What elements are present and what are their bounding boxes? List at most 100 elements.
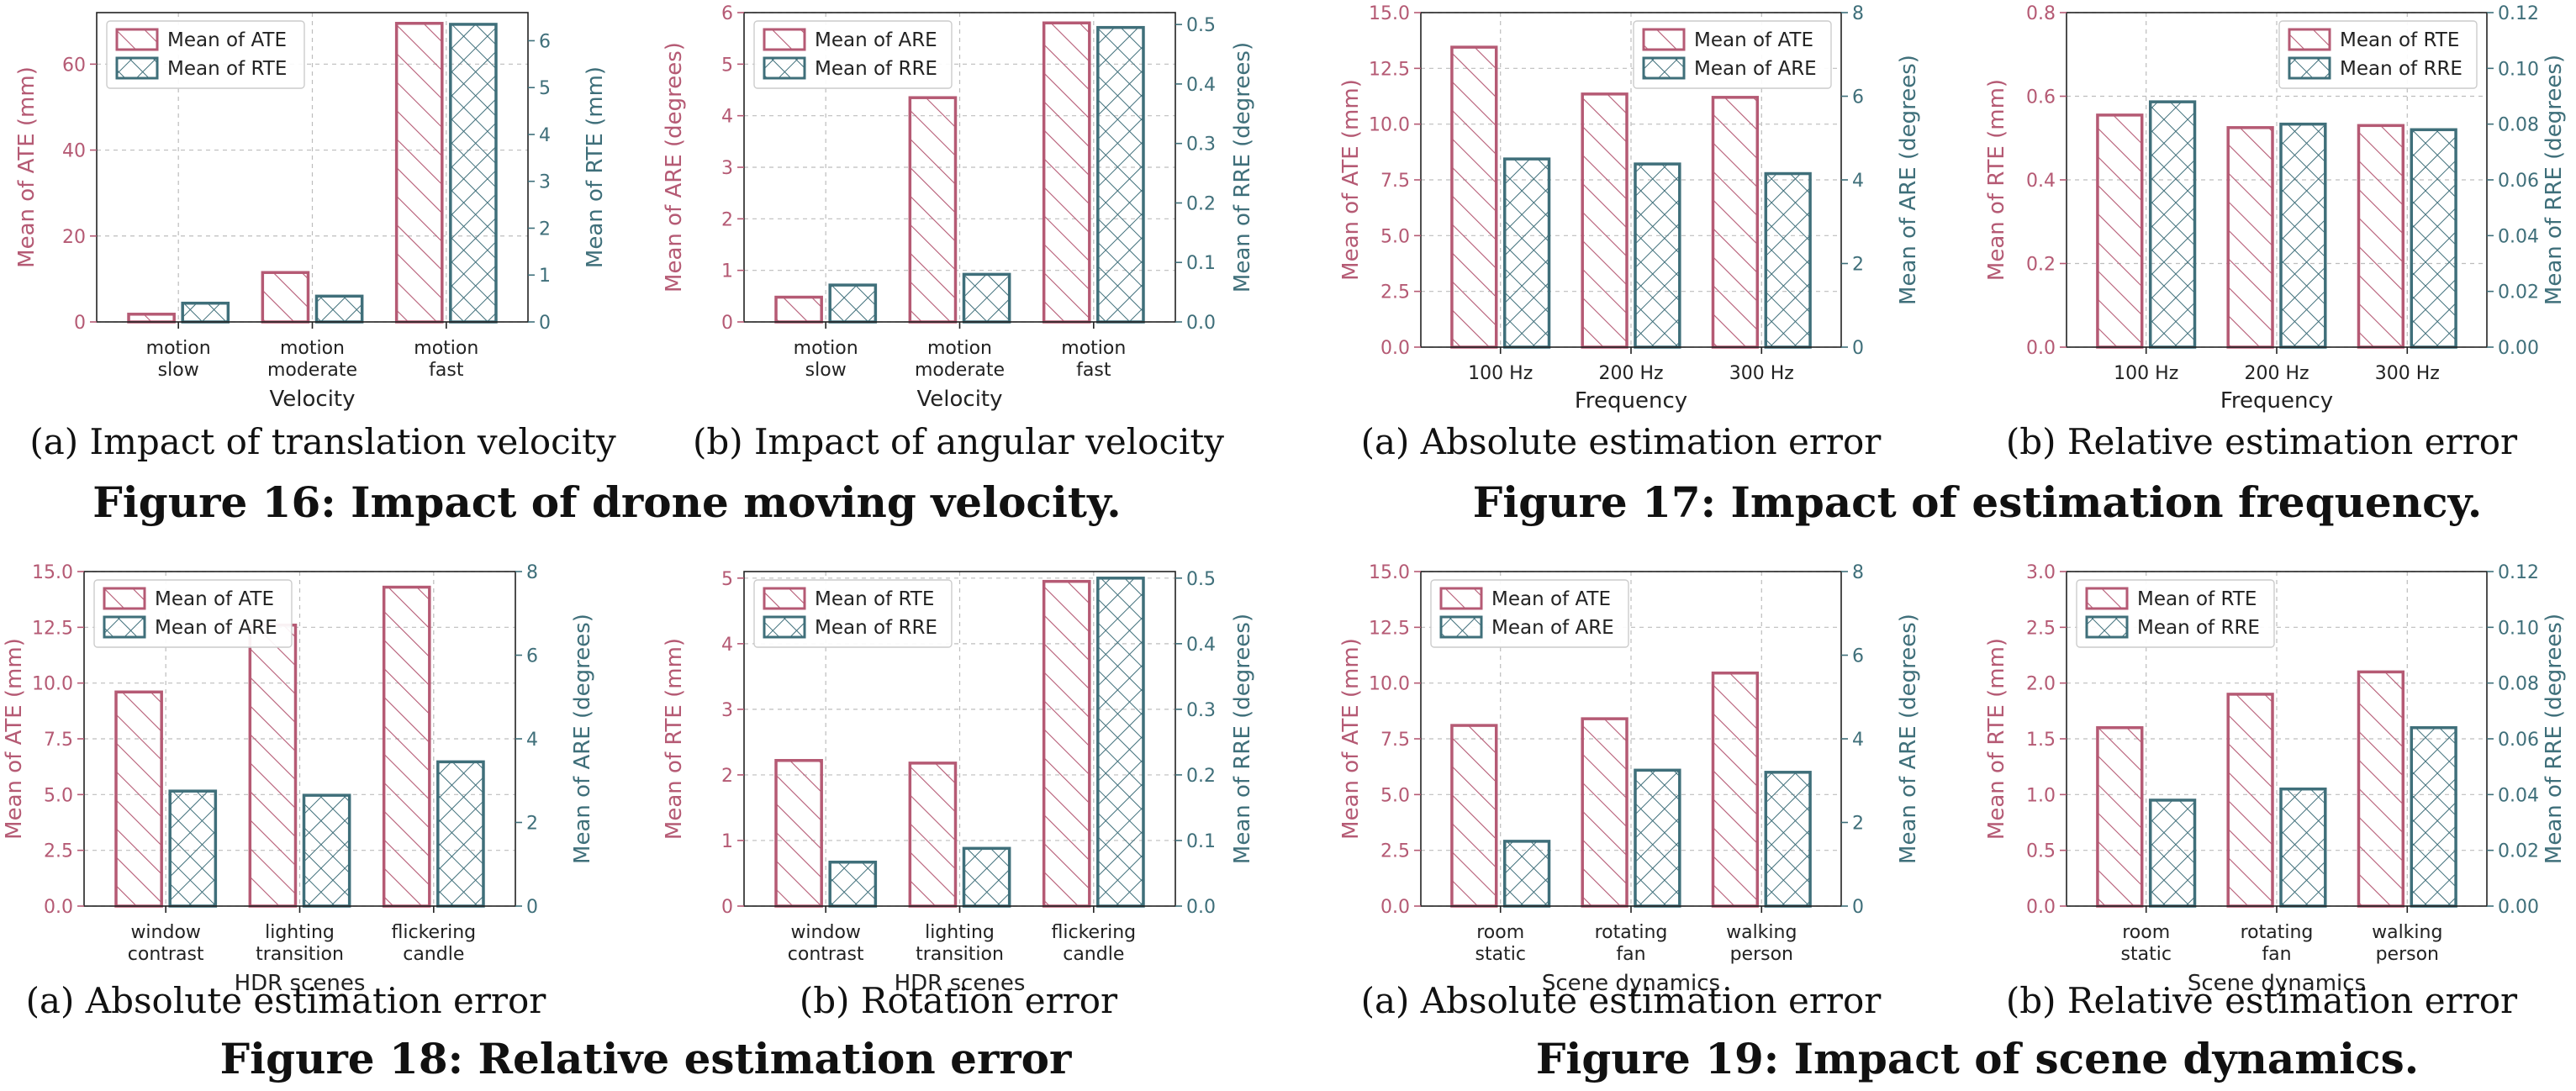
right-tick-label: 0.4	[1186, 75, 1216, 96]
left-tick-label: 0.5	[2026, 841, 2056, 862]
left-axis-label: Mean of ATE (mm)	[1338, 79, 1364, 281]
left-tick-label: 5	[721, 569, 733, 590]
right-tick-label: 0	[1852, 338, 1864, 359]
legend-label: Mean of ARE	[155, 617, 277, 639]
x-tick-label: moderate	[915, 360, 1005, 381]
x-tick-label: motion	[414, 338, 478, 359]
right-tick-label: 0.12	[2498, 562, 2539, 583]
x-tick-label: 300 Hz	[2375, 363, 2440, 384]
x-axis-label: Frequency	[1575, 388, 1687, 414]
left-tick-label: 12.5	[32, 618, 73, 639]
left-axis-label: Mean of RTE (mm)	[1984, 638, 2009, 840]
right-tick-label: 0.00	[2498, 897, 2539, 918]
figure-16-caption: Figure 16: Impact of drone moving veloci…	[92, 477, 1121, 527]
bar-mean-of-are	[1042, 21, 1091, 324]
left-tick-label: 5.0	[1380, 785, 1410, 806]
legend-swatch	[1642, 56, 1686, 80]
x-tick-label: walking	[1726, 922, 1797, 943]
bar-mean-of-rte	[181, 301, 230, 324]
subfigure-caption: (a) Absolute estimation error	[26, 980, 547, 1021]
left-tick-label: 2.0	[2026, 674, 2056, 695]
left-tick-label: 0	[721, 897, 733, 918]
left-tick-label: 15.0	[1369, 3, 1410, 24]
x-tick-label: person	[1730, 944, 1793, 965]
left-tick-label: 0.0	[2026, 338, 2056, 359]
left-tick-label: 0.6	[2026, 87, 2056, 108]
bar-mean-of-rte	[2357, 124, 2405, 349]
left-tick-label: 3.0	[2026, 562, 2056, 583]
legend-label: Mean of ARE	[815, 29, 937, 51]
left-tick-label: 2	[721, 209, 733, 230]
bar-mean-of-ate	[394, 22, 444, 324]
left-tick-label: 2.5	[1380, 282, 1410, 303]
right-tick-label: 0.02	[2498, 282, 2539, 303]
legend-label: Mean of RRE	[815, 58, 937, 80]
right-tick-label: 4	[539, 125, 551, 146]
left-tick-label: 2	[721, 766, 733, 787]
subfigure-caption: (b) Rotation error	[800, 980, 1118, 1021]
bar-mean-of-rre	[962, 846, 1011, 908]
left-axis-label: Mean of RTE (mm)	[662, 638, 687, 840]
bar-mean-of-rte	[2096, 725, 2144, 908]
subfigure-caption: (a) Impact of translation velocity	[29, 421, 616, 462]
x-tick-label: moderate	[267, 360, 357, 381]
left-tick-label: 12.5	[1369, 618, 1410, 639]
right-tick-label: 0.04	[2498, 226, 2539, 247]
legend-swatch	[1439, 587, 1483, 610]
bar-mean-of-are	[908, 96, 958, 324]
legend-swatch	[2288, 56, 2331, 80]
bar-mean-of-rte	[1042, 579, 1091, 908]
left-tick-label: 0.2	[2026, 255, 2056, 276]
right-tick-label: 5	[539, 78, 551, 99]
legend-swatch	[1642, 28, 1686, 51]
left-tick-label: 2.5	[1380, 841, 1410, 862]
x-tick-label: person	[2376, 944, 2439, 965]
right-tick-label: 2	[1852, 255, 1864, 276]
left-tick-label: 1	[721, 261, 733, 282]
legend-swatch	[115, 56, 159, 80]
bar-mean-of-ate	[382, 585, 431, 908]
chart-3: 0.0 2.5 5.0 7.5 10.0 12.5 15.0 0 2 4 6 8 100 Hz 200 H…	[1338, 3, 1921, 462]
bar-mean-of-ate	[248, 623, 298, 908]
left-tick-label: 0	[74, 313, 86, 334]
left-tick-label: 0	[721, 313, 733, 334]
left-axis-label: Mean of ATE (mm)	[2, 638, 27, 840]
x-tick-label: candle	[403, 944, 464, 965]
right-tick-label: 8	[1852, 3, 1864, 24]
bar-mean-of-rre	[1096, 25, 1145, 324]
left-tick-label: 15.0	[1369, 562, 1410, 583]
bar-mean-of-are	[1634, 768, 1681, 908]
x-tick-label: fan	[2262, 944, 2291, 965]
subfigure-caption: (b) Impact of angular velocity	[693, 421, 1224, 462]
bar-mean-of-rte	[2357, 670, 2405, 908]
right-axis-label: Mean of ARE (degrees)	[1896, 55, 1921, 305]
bar-mean-of-ate	[1711, 96, 1760, 349]
x-tick-label: rotating	[1595, 922, 1668, 943]
right-tick-label: 0.12	[2498, 3, 2539, 24]
x-tick-label: fast	[1076, 360, 1111, 381]
right-tick-label: 0.0	[1186, 313, 1216, 334]
x-tick-label: 200 Hz	[2244, 363, 2309, 384]
right-tick-label: 0.0	[1186, 897, 1216, 918]
legend-swatch	[763, 56, 806, 80]
x-axis-label: Velocity	[917, 387, 1003, 412]
right-axis-label: Mean of ARE (degrees)	[1896, 614, 1921, 864]
right-tick-label: 0.00	[2498, 338, 2539, 359]
right-tick-label: 0.10	[2498, 59, 2539, 80]
legend-swatch	[2288, 28, 2331, 51]
right-tick-label: 0.2	[1186, 766, 1216, 787]
right-tick-label: 6	[1852, 87, 1864, 108]
bar-mean-of-are	[1764, 171, 1812, 349]
right-tick-label: 4	[1852, 730, 1864, 751]
legend-label: Mean of ATE	[1694, 29, 1813, 51]
left-tick-label: 7.5	[1380, 730, 1410, 751]
left-tick-label: 0.0	[1380, 897, 1410, 918]
bar-mean-of-ate	[1711, 671, 1760, 908]
bar-mean-of-rte	[449, 23, 498, 324]
x-tick-label: 100 Hz	[1468, 363, 1533, 384]
subfigure-caption: (b) Relative estimation error	[2006, 980, 2518, 1021]
right-axis-label: Mean of RRE (degrees)	[2542, 614, 2567, 864]
right-tick-label: 0.04	[2498, 785, 2539, 806]
